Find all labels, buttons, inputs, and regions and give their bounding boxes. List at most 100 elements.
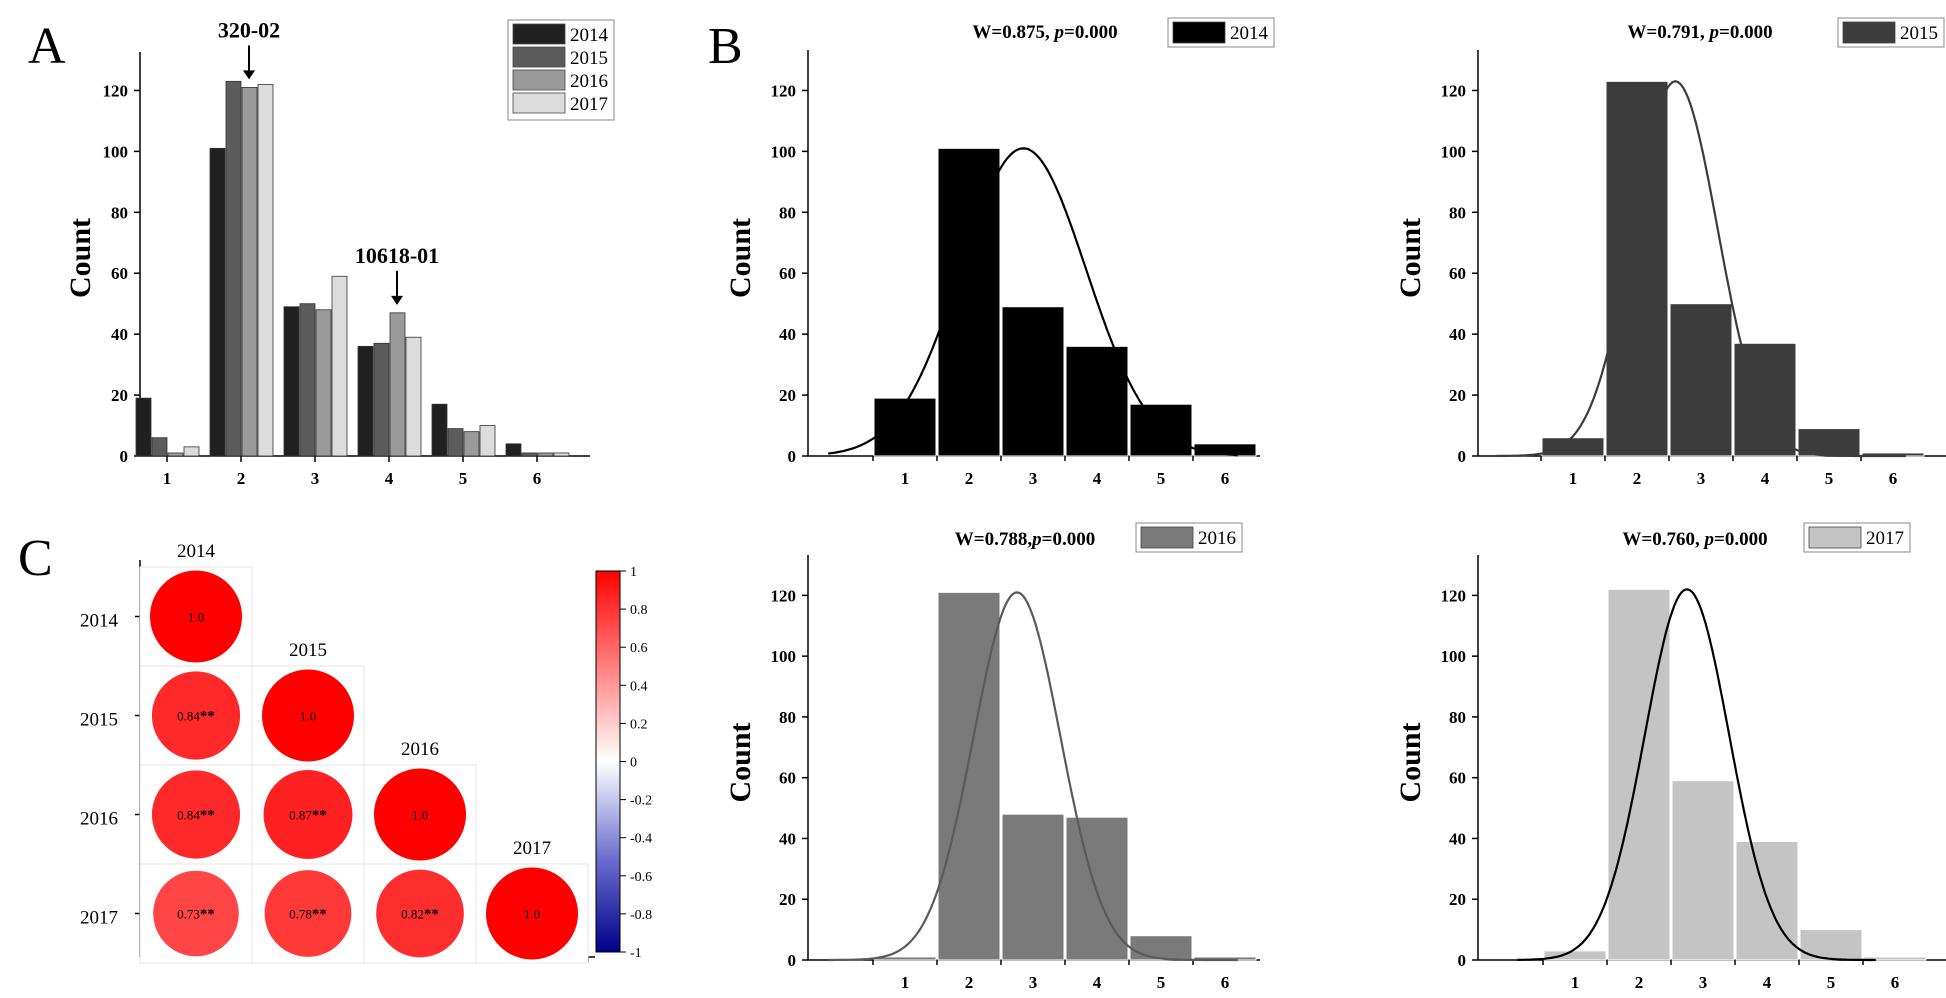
y-tick-label: 120 [771, 81, 797, 100]
row-label-2015: 2015 [80, 710, 118, 731]
x-tick-label: 5 [1157, 469, 1166, 488]
y-axis-label: Count [724, 722, 757, 802]
bar-2017-cat-2 [257, 83, 274, 457]
legend-label-2016: 2016 [570, 71, 608, 92]
bar-2016-cat-2 [241, 87, 258, 457]
x-tick-label: 5 [1157, 973, 1166, 992]
y-tick-label: 0 [788, 447, 797, 466]
significance-marker: ** [312, 907, 327, 923]
stat-p-value: =0.000 [1064, 22, 1118, 43]
normal-fit-curve [828, 147, 1238, 457]
histogram-2017: 0 20 40 60 80 100 120 Count 1 2 3 4 5 6 W=0.760, p=0.0… [1394, 522, 1946, 992]
y-tick-label: 40 [779, 325, 796, 344]
legend-swatch-2014 [512, 23, 566, 45]
annotation-label: 10618-01 [355, 243, 439, 268]
histogram-bar-4 [1733, 342, 1797, 457]
y-tick-label: 20 [779, 386, 796, 405]
correlation-heatmap: 2014 2014 1.0 2015 2015 0.84** 1.0 2016 2016 0.84… [80, 541, 595, 964]
y-tick-label: 60 [779, 264, 796, 283]
y-axis-label: Count [1394, 218, 1427, 298]
colorbar-tick-label: 0 [630, 756, 637, 771]
x-tick-label: 2 [1635, 973, 1644, 992]
bar-2017-cat-5 [479, 425, 496, 457]
y-axis-label: Count [724, 218, 757, 298]
histogram-2014: 0 20 40 60 80 100 120 Count 1 2 3 4 5 6 W=0.875, p=0.0… [724, 17, 1275, 488]
legend-label-2014: 2014 [570, 25, 609, 46]
correlation-value: 1.0 [412, 808, 428, 823]
panel-letter-c: C [18, 530, 53, 587]
y-tick-label: 0 [1458, 951, 1467, 970]
x-tick-label: 6 [1221, 973, 1230, 992]
x-tick-label: 3 [1029, 469, 1038, 488]
histogram-bar-3 [1669, 303, 1733, 457]
column-label-2016: 2016 [401, 739, 439, 760]
histogram-bar-2 [1605, 80, 1669, 457]
histogram-bar-3 [1001, 813, 1065, 961]
histogram-bar-5 [1129, 403, 1193, 457]
legend-label: 2017 [1866, 528, 1904, 549]
bar-2014-cat-3 [283, 306, 300, 457]
y-tick-label: 100 [771, 647, 797, 666]
correlation-value: 0.87** [289, 808, 327, 824]
stat-p-value: =0.000 [1714, 529, 1768, 550]
colorbar-tick-label: -0.2 [630, 794, 652, 809]
x-tick-label: 4 [385, 469, 394, 488]
x-tick-label: 6 [1221, 469, 1230, 488]
correlation-value: 0.73** [177, 907, 215, 923]
y-tick-label: 120 [1441, 586, 1467, 605]
y-tick-label: 120 [771, 586, 797, 605]
y-tick-label: 60 [1449, 264, 1466, 283]
shapiro-wilk-stat: W=0.875, p=0.000 [972, 22, 1117, 43]
row-label-2014: 2014 [80, 611, 119, 632]
colorbar-gradient [595, 570, 621, 953]
stat-w-value: W=0.760, [1622, 529, 1704, 550]
colorbar-tick-label: -0.4 [630, 832, 652, 847]
histogram-bar-2 [1607, 588, 1671, 961]
histogram-bar-2 [937, 147, 1001, 457]
bar-2015-cat-5 [447, 428, 464, 457]
significance-marker: ** [200, 808, 215, 824]
colorbar-tick-label: 0.4 [630, 679, 648, 694]
y-tick-label: 0 [788, 951, 797, 970]
bar-2015-cat-6 [521, 452, 538, 457]
colorbar-tick-label: -0.6 [630, 870, 652, 885]
y-tick-label: 100 [1441, 142, 1467, 161]
y-tick-label: 80 [779, 708, 796, 727]
normal-fit-curve [828, 591, 1238, 962]
bar-2014-cat-1 [135, 397, 152, 457]
y-tick-label: 20 [111, 386, 128, 405]
stat-p-symbol: p [1030, 529, 1042, 550]
bar-2016-cat-3 [315, 309, 332, 457]
bar-2017-cat-6 [553, 452, 570, 457]
significance-marker: ** [312, 808, 327, 824]
x-tick-label: 5 [1827, 973, 1836, 992]
correlation-circle-2017-2014 [153, 870, 239, 957]
correlation-circle-2017-2015 [264, 870, 352, 957]
histogram-2016: 0 20 40 60 80 100 120 Count 1 2 3 4 5 6 W=0.788,p=0.00… [724, 522, 1260, 992]
histogram-bar-1 [873, 397, 937, 457]
stat-p-symbol: p [1708, 22, 1720, 43]
y-tick-label: 40 [1449, 829, 1466, 848]
x-tick-label: 4 [1763, 973, 1772, 992]
y-tick-label: 40 [1449, 325, 1466, 344]
x-tick-label: 3 [1029, 973, 1038, 992]
correlation-value: 0.82** [401, 907, 439, 923]
significance-marker: ** [200, 907, 215, 923]
legend-swatch [1808, 526, 1862, 549]
x-tick-label: 2 [965, 469, 974, 488]
legend-label: 2016 [1198, 528, 1236, 549]
significance-marker: ** [424, 907, 439, 923]
correlation-circle-2017-2016 [376, 869, 464, 958]
panel-letter-b: B [708, 18, 743, 75]
x-tick-label: 4 [1093, 469, 1102, 488]
row-label-2016: 2016 [80, 809, 118, 830]
y-tick-label: 40 [111, 325, 128, 344]
significance-marker: ** [200, 709, 215, 725]
x-tick-label: 6 [1891, 973, 1900, 992]
correlation-circle-2014-2014 [150, 570, 242, 663]
grouped-bar-chart: 0 20 40 60 80 100 120 Count 1 2 3 4 5 6 320-02 10618-01… [64, 17, 615, 488]
y-tick-label: 20 [1449, 890, 1466, 909]
y-tick-label: 0 [120, 447, 129, 466]
y-tick-label: 100 [1441, 647, 1467, 666]
row-label-2017: 2017 [80, 908, 118, 929]
